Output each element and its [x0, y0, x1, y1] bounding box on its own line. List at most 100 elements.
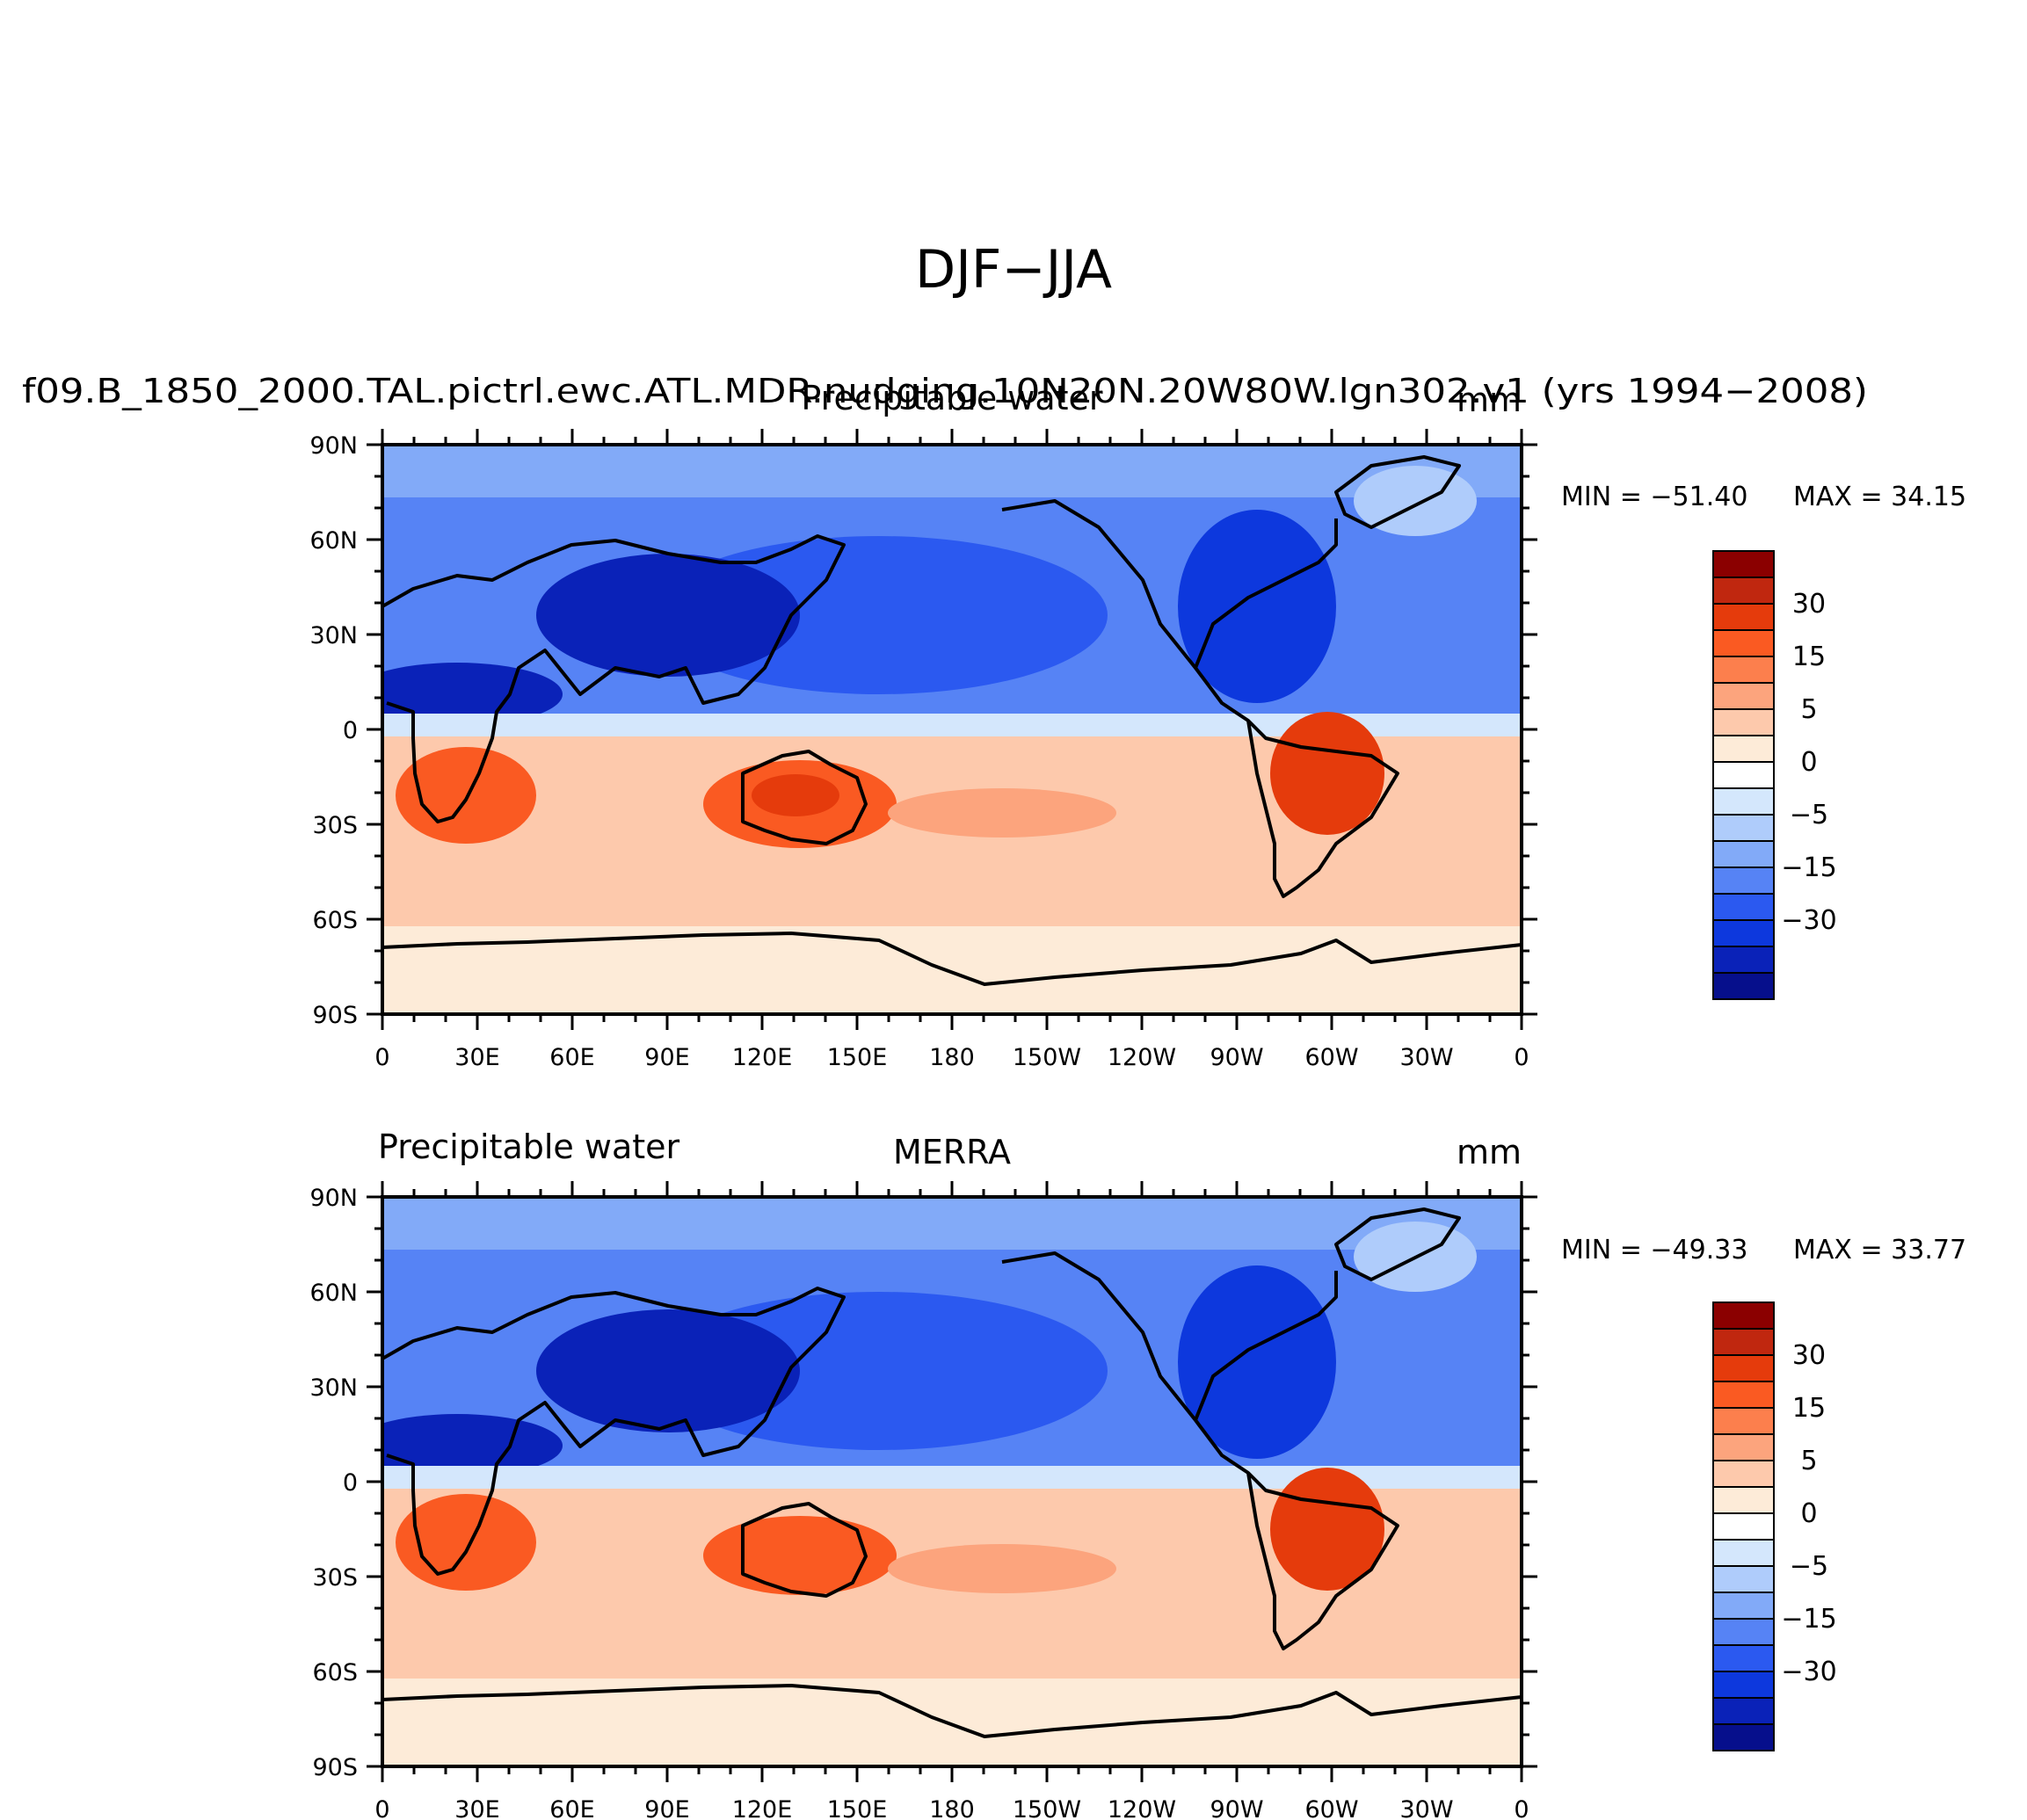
panel-title-left: f09.B_1850_2000.TAL.pictrl.ewc.ATL.MDR.n… [22, 372, 1868, 410]
colorbar-swatch [1712, 735, 1775, 763]
coastline-americas [1001, 499, 1399, 898]
field-core-asia [536, 554, 800, 677]
figure-title: DJF−JJA [915, 239, 1112, 301]
x-tick-label: 90W [1210, 1044, 1263, 1071]
colorbar-swatch [1712, 603, 1775, 631]
field-south-pacific [888, 788, 1116, 837]
x-tick-label: 150E [827, 1796, 888, 1820]
field-core-south-america [1270, 712, 1384, 835]
coastline-greenland [1334, 455, 1461, 529]
map-panel-top: f09.B_1850_2000.TAL.pictrl.ewc.ATL.MDR.n… [22, 372, 1966, 1016]
colorbar-swatch [1712, 1381, 1775, 1409]
coastline-africa-eurasia [382, 1287, 846, 1576]
colorbar-swatch [1712, 1407, 1775, 1435]
colorbar-label: −15 [1781, 1604, 1836, 1635]
colorbar-swatch [1712, 682, 1775, 710]
coastlines [382, 1207, 1522, 1738]
coastline-australia [741, 750, 868, 845]
field-core-north-atlantic [382, 663, 563, 726]
field-core-asia [536, 1309, 800, 1432]
coastline-greenland [1334, 1207, 1461, 1281]
colorbar-label: −5 [1790, 1551, 1828, 1582]
panel-units-label: mm [1457, 1133, 1522, 1171]
field-south-pacific [888, 1544, 1116, 1593]
axes-and-colorbars: 0 30E 60E 90E 120E 150E 180 150W 120W 90W 60W 30W 09… [309, 429, 1837, 1820]
field-band-polar-north [382, 445, 1522, 497]
colorbar-swatch [1712, 708, 1775, 736]
y-tick-label: 30S [313, 812, 359, 839]
x-tick-label: 90E [644, 1044, 689, 1071]
y-tick-label: 0 [343, 1469, 358, 1497]
colorbar-label: 5 [1800, 1446, 1817, 1476]
coastline-antarctica [382, 1684, 1522, 1738]
y-tick-label: 90N [309, 432, 358, 460]
colorbar-swatch [1712, 1671, 1775, 1699]
colorbar-swatch [1712, 1328, 1775, 1356]
y-tick-label: 60S [313, 1659, 359, 1686]
panel-title-center: MERRA [893, 1133, 1011, 1171]
colorbar-swatch [1712, 1539, 1775, 1567]
coastlines [382, 455, 1522, 986]
colorbar-swatch [1712, 1354, 1775, 1382]
colorbar-swatch [1712, 946, 1775, 974]
y-tick-label: 60N [309, 527, 358, 555]
x-tick-label: 0 [1514, 1796, 1529, 1820]
coastline-americas [1001, 1251, 1399, 1650]
x-tick-label: 0 [374, 1044, 389, 1071]
x-tick-label: 180 [929, 1044, 975, 1071]
colorbar-swatch [1712, 576, 1775, 605]
colorbar-swatch [1712, 1592, 1775, 1620]
colorbar-swatch [1712, 1697, 1775, 1725]
colorbar-swatch [1712, 840, 1775, 868]
panel-units-label: mm [1457, 381, 1522, 419]
x-tick-label: 30E [454, 1044, 499, 1071]
panel-title-left: Precipitable water [378, 1128, 680, 1166]
colorbar-swatch [1712, 1644, 1775, 1672]
coastline-north-america-east [1194, 1271, 1338, 1421]
colorbar-swatch [1712, 787, 1775, 816]
x-tick-label: 0 [1514, 1044, 1529, 1071]
colorbar-swatch [1712, 550, 1775, 578]
map-field [382, 445, 1522, 1014]
x-tick-label: 120W [1108, 1044, 1176, 1071]
panel-title-center: Precipitable water [801, 379, 1103, 417]
x-tick-label: 120E [732, 1796, 793, 1820]
colorbar-swatch [1712, 1486, 1775, 1514]
colorbar-label: −5 [1790, 800, 1828, 830]
field-core-south-africa [396, 747, 536, 844]
y-tick-label: 90S [313, 1754, 359, 1781]
colorbar-swatch [1712, 629, 1775, 657]
coastline-antarctica [382, 932, 1522, 986]
field-core-south-africa [396, 1494, 536, 1591]
field-core-australia [703, 1516, 897, 1595]
colorbar-label: −15 [1781, 852, 1836, 883]
x-tick-label: 120W [1108, 1796, 1176, 1820]
x-tick-label: 30E [454, 1796, 499, 1820]
min-label: MIN = −49.33 [1561, 1235, 1747, 1265]
x-tick-label: 90W [1210, 1796, 1263, 1820]
colorbar-swatch [1712, 1565, 1775, 1593]
colorbar-label: 30 [1792, 589, 1826, 620]
x-tick-label: 60W [1304, 1044, 1358, 1071]
field-core-north-america [1178, 510, 1336, 703]
map-field [382, 1197, 1522, 1766]
field-core-australia-inner [752, 774, 839, 816]
y-tick-label: 60S [313, 907, 359, 934]
field-core-north-america [1178, 1265, 1336, 1459]
y-tick-label: 30N [309, 1374, 358, 1402]
colorbar-swatch [1712, 972, 1775, 1000]
field-band-polar-north [382, 1197, 1522, 1250]
max-label: MAX = 34.15 [1793, 482, 1966, 512]
x-tick-label: 180 [929, 1796, 975, 1820]
field-core-north-atlantic [382, 1414, 563, 1477]
coastline-north-america-east [1194, 518, 1338, 669]
colorbar-label: 0 [1800, 747, 1817, 778]
y-tick-label: 90S [313, 1002, 359, 1029]
x-tick-label: 150W [1013, 1796, 1081, 1820]
y-tick-label: 30N [309, 622, 358, 649]
x-tick-label: 150W [1013, 1044, 1081, 1071]
x-tick-label: 60E [549, 1796, 594, 1820]
colorbar-label: 0 [1800, 1498, 1817, 1529]
colorbar-label: 30 [1792, 1340, 1826, 1371]
